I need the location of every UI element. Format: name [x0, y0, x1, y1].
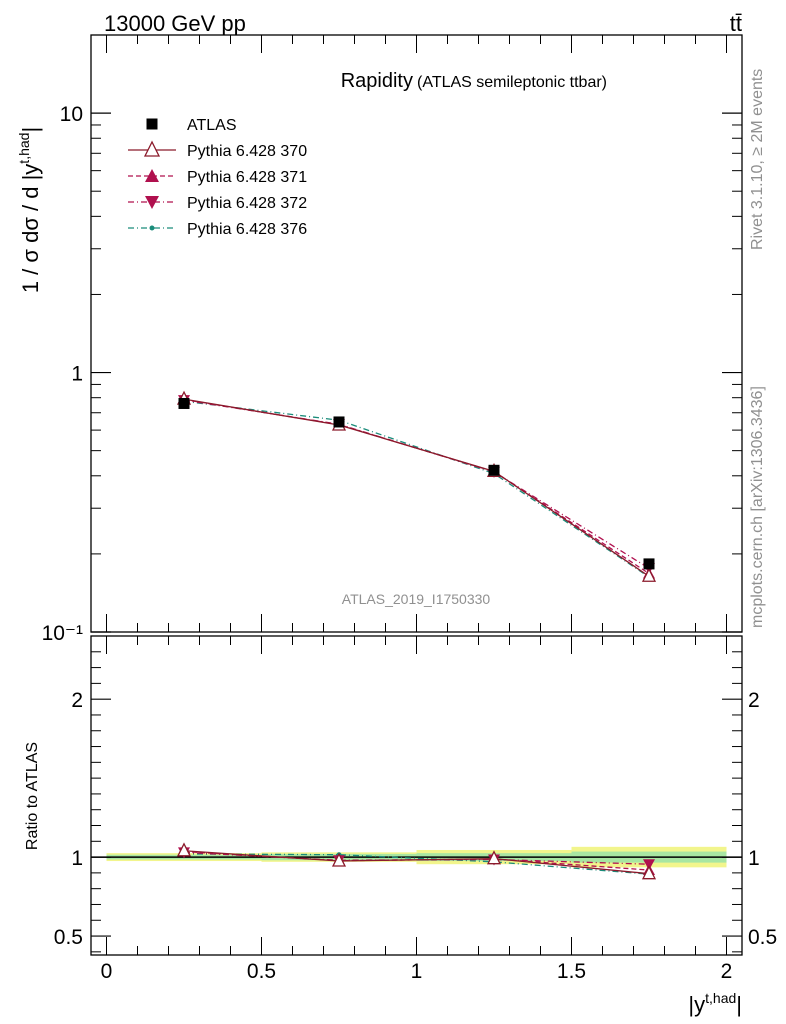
- energy-label: 13000 GeV pp: [104, 11, 246, 36]
- x-axis-label: |yt,had|: [688, 990, 742, 1017]
- series-line: [183, 398, 650, 575]
- analysis-watermark: ATLAS_2019_I1750330: [342, 591, 491, 607]
- process-label: tt̄: [730, 11, 742, 36]
- ratio-line: [183, 850, 650, 875]
- plot-title: Rapidity: [341, 70, 413, 92]
- legend-label: ATLAS: [187, 117, 237, 134]
- legend: ATLAS Pythia 6.428 370 Pythia 6.428 371 Pyt…: [128, 117, 307, 238]
- series-line: [183, 398, 650, 577]
- legend-entry: Pythia 6.428 370: [128, 140, 307, 160]
- data-point: [643, 558, 655, 570]
- ratio-y-axis-label: Ratio to ATLAS: [24, 742, 41, 850]
- rivet-label: Rivet 3.1.10, ≥ 2M events: [749, 69, 766, 250]
- legend-entry: Pythia 6.428 376: [128, 221, 307, 238]
- legend-marker: [149, 225, 155, 231]
- main-plot-panel: Rapidity (ATLAS semileptonic ttbar) ATLA…: [16, 34, 743, 955]
- x-tick-label: 0: [101, 960, 113, 983]
- data-point: [488, 464, 500, 476]
- ratio-y-tick-label: 0.5: [54, 926, 83, 949]
- series-pythia-6-428-371: [178, 393, 655, 579]
- legend-entry: Pythia 6.428 372: [128, 195, 307, 212]
- ratio-point: [331, 852, 347, 867]
- ratio-point: [176, 842, 192, 857]
- x-tick-label: 1: [411, 960, 423, 983]
- ratio-point: [641, 865, 657, 880]
- ratio-y-tick-label-right: 0.5: [748, 926, 777, 949]
- y-tick-label: 10: [60, 103, 83, 126]
- x-tick-label: 0.5: [247, 960, 276, 983]
- series-atlas: [178, 397, 655, 570]
- legend-marker: [143, 140, 161, 157]
- legend-marker: [146, 118, 158, 130]
- legend-marker: [145, 169, 159, 182]
- legend-entry: Pythia 6.428 371: [128, 169, 307, 186]
- legend-marker: [145, 196, 159, 209]
- ratio-series-pythia-6-428-370: [176, 842, 657, 880]
- y-axis-label: 1 / σ dσ / d |yt,had|: [16, 127, 43, 293]
- ratio-plot-frame: [90, 635, 743, 956]
- ratio-y-tick-label: 2: [71, 689, 83, 712]
- data-point: [641, 567, 657, 582]
- x-tick-label: 2: [721, 960, 733, 983]
- ratio-series-layer: [176, 842, 657, 880]
- ratio-plot-panel: Ratio to ATLAS 0 0.5 1 1.5 2 0.5 0.5 1 1 2 2 |yt,h…: [24, 35, 777, 1017]
- legend-label: Pythia 6.428 371: [187, 169, 307, 186]
- y-tick-label: 10⁻¹: [42, 622, 83, 645]
- source-label: mcplots.cern.ch [arXiv:1306.3436]: [749, 386, 766, 628]
- plot-subtitle: (ATLAS semileptonic ttbar): [417, 74, 607, 91]
- legend-label: Pythia 6.428 372: [187, 195, 307, 212]
- ratio-y-tick-label-right: 1: [748, 847, 760, 870]
- y-axis-label-text: 1 / σ dσ / d |yt,had|: [16, 127, 43, 293]
- data-point: [333, 416, 345, 428]
- y-tick-label: 1: [71, 363, 83, 386]
- ratio-axis-ticks: 0 0.5 1 1.5 2 0.5 0.5 1 1 2 2: [54, 35, 777, 983]
- series-pythia-6-428-370: [176, 390, 657, 582]
- x-tick-label: 1.5: [557, 960, 586, 983]
- legend-label: Pythia 6.428 376: [187, 221, 307, 238]
- series-pythia-6-428-376: [181, 398, 652, 580]
- series-layer: [176, 390, 657, 582]
- series-line: [183, 400, 650, 578]
- ratio-point: [486, 850, 502, 865]
- ratio-y-tick-label-right: 2: [748, 689, 760, 712]
- legend-label: Pythia 6.428 370: [187, 143, 307, 160]
- ratio-y-tick-label: 1: [71, 847, 83, 870]
- data-point: [178, 397, 190, 409]
- axis-ticks: 10⁻¹ 1 10: [42, 34, 743, 955]
- series-line: [183, 399, 650, 569]
- x-axis-label-text: |yt,had|: [688, 990, 742, 1017]
- legend-entry: ATLAS: [146, 117, 237, 134]
